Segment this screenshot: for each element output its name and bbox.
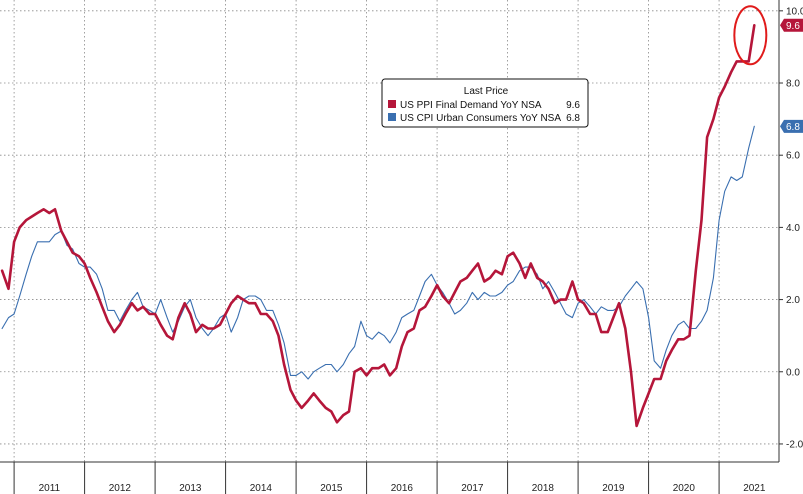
legend-value-ppi: 9.6 [566, 100, 580, 111]
series-line-cpi [1, 125, 755, 380]
legend-value-cpi: 6.8 [566, 113, 580, 124]
last-value-badges: 9.6 6.8 [780, 18, 803, 133]
badge-ppi [780, 18, 803, 32]
legend-swatch-ppi [388, 100, 396, 108]
legend-box [381, 78, 589, 128]
legend-title: Last Price [464, 86, 509, 97]
series-line-ppi [0, 24, 756, 428]
badge-ppi-label: 9.6 [786, 21, 800, 32]
legend-label-cpi: US CPI Urban Consumers YoY NSA [400, 113, 561, 124]
x-tick-label: 2018 [532, 483, 555, 494]
badge-cpi [780, 119, 803, 133]
y-tick-label: 2.0 [786, 295, 800, 306]
x-tick-label: 2011 [39, 483, 61, 494]
series-layer [0, 24, 756, 428]
legend-label-ppi: US PPI Final Demand YoY NSA [400, 100, 542, 111]
badge-cpi-label: 6.8 [786, 122, 800, 133]
x-tick-label: 2017 [461, 483, 484, 494]
x-tick-label: 2021 [743, 483, 766, 494]
highlight-ellipse [733, 5, 768, 66]
x-tick-label: 2012 [109, 483, 132, 494]
y-tick-label: -2.0 [786, 439, 803, 450]
y-tick-label: 8.0 [786, 79, 800, 90]
annotation-layer [733, 5, 768, 66]
x-tick-label: 2015 [320, 483, 343, 494]
y-tick-label: 4.0 [786, 223, 800, 234]
gridlines [0, 0, 779, 462]
y-tick-label: 10.0 [786, 6, 803, 17]
x-tick-label: 2020 [673, 483, 696, 494]
y-tick-label: 6.0 [786, 151, 800, 162]
x-tick-label: 2014 [250, 483, 273, 494]
x-tick-label: 2013 [179, 483, 202, 494]
x-tick-label: 2019 [602, 483, 625, 494]
legend: Last Price US PPI Final Demand YoY NSA 9… [381, 78, 589, 128]
x-tick-label: 2016 [391, 483, 414, 494]
legend-swatch-cpi [388, 113, 396, 121]
y-tick-label: 0.0 [786, 367, 800, 378]
